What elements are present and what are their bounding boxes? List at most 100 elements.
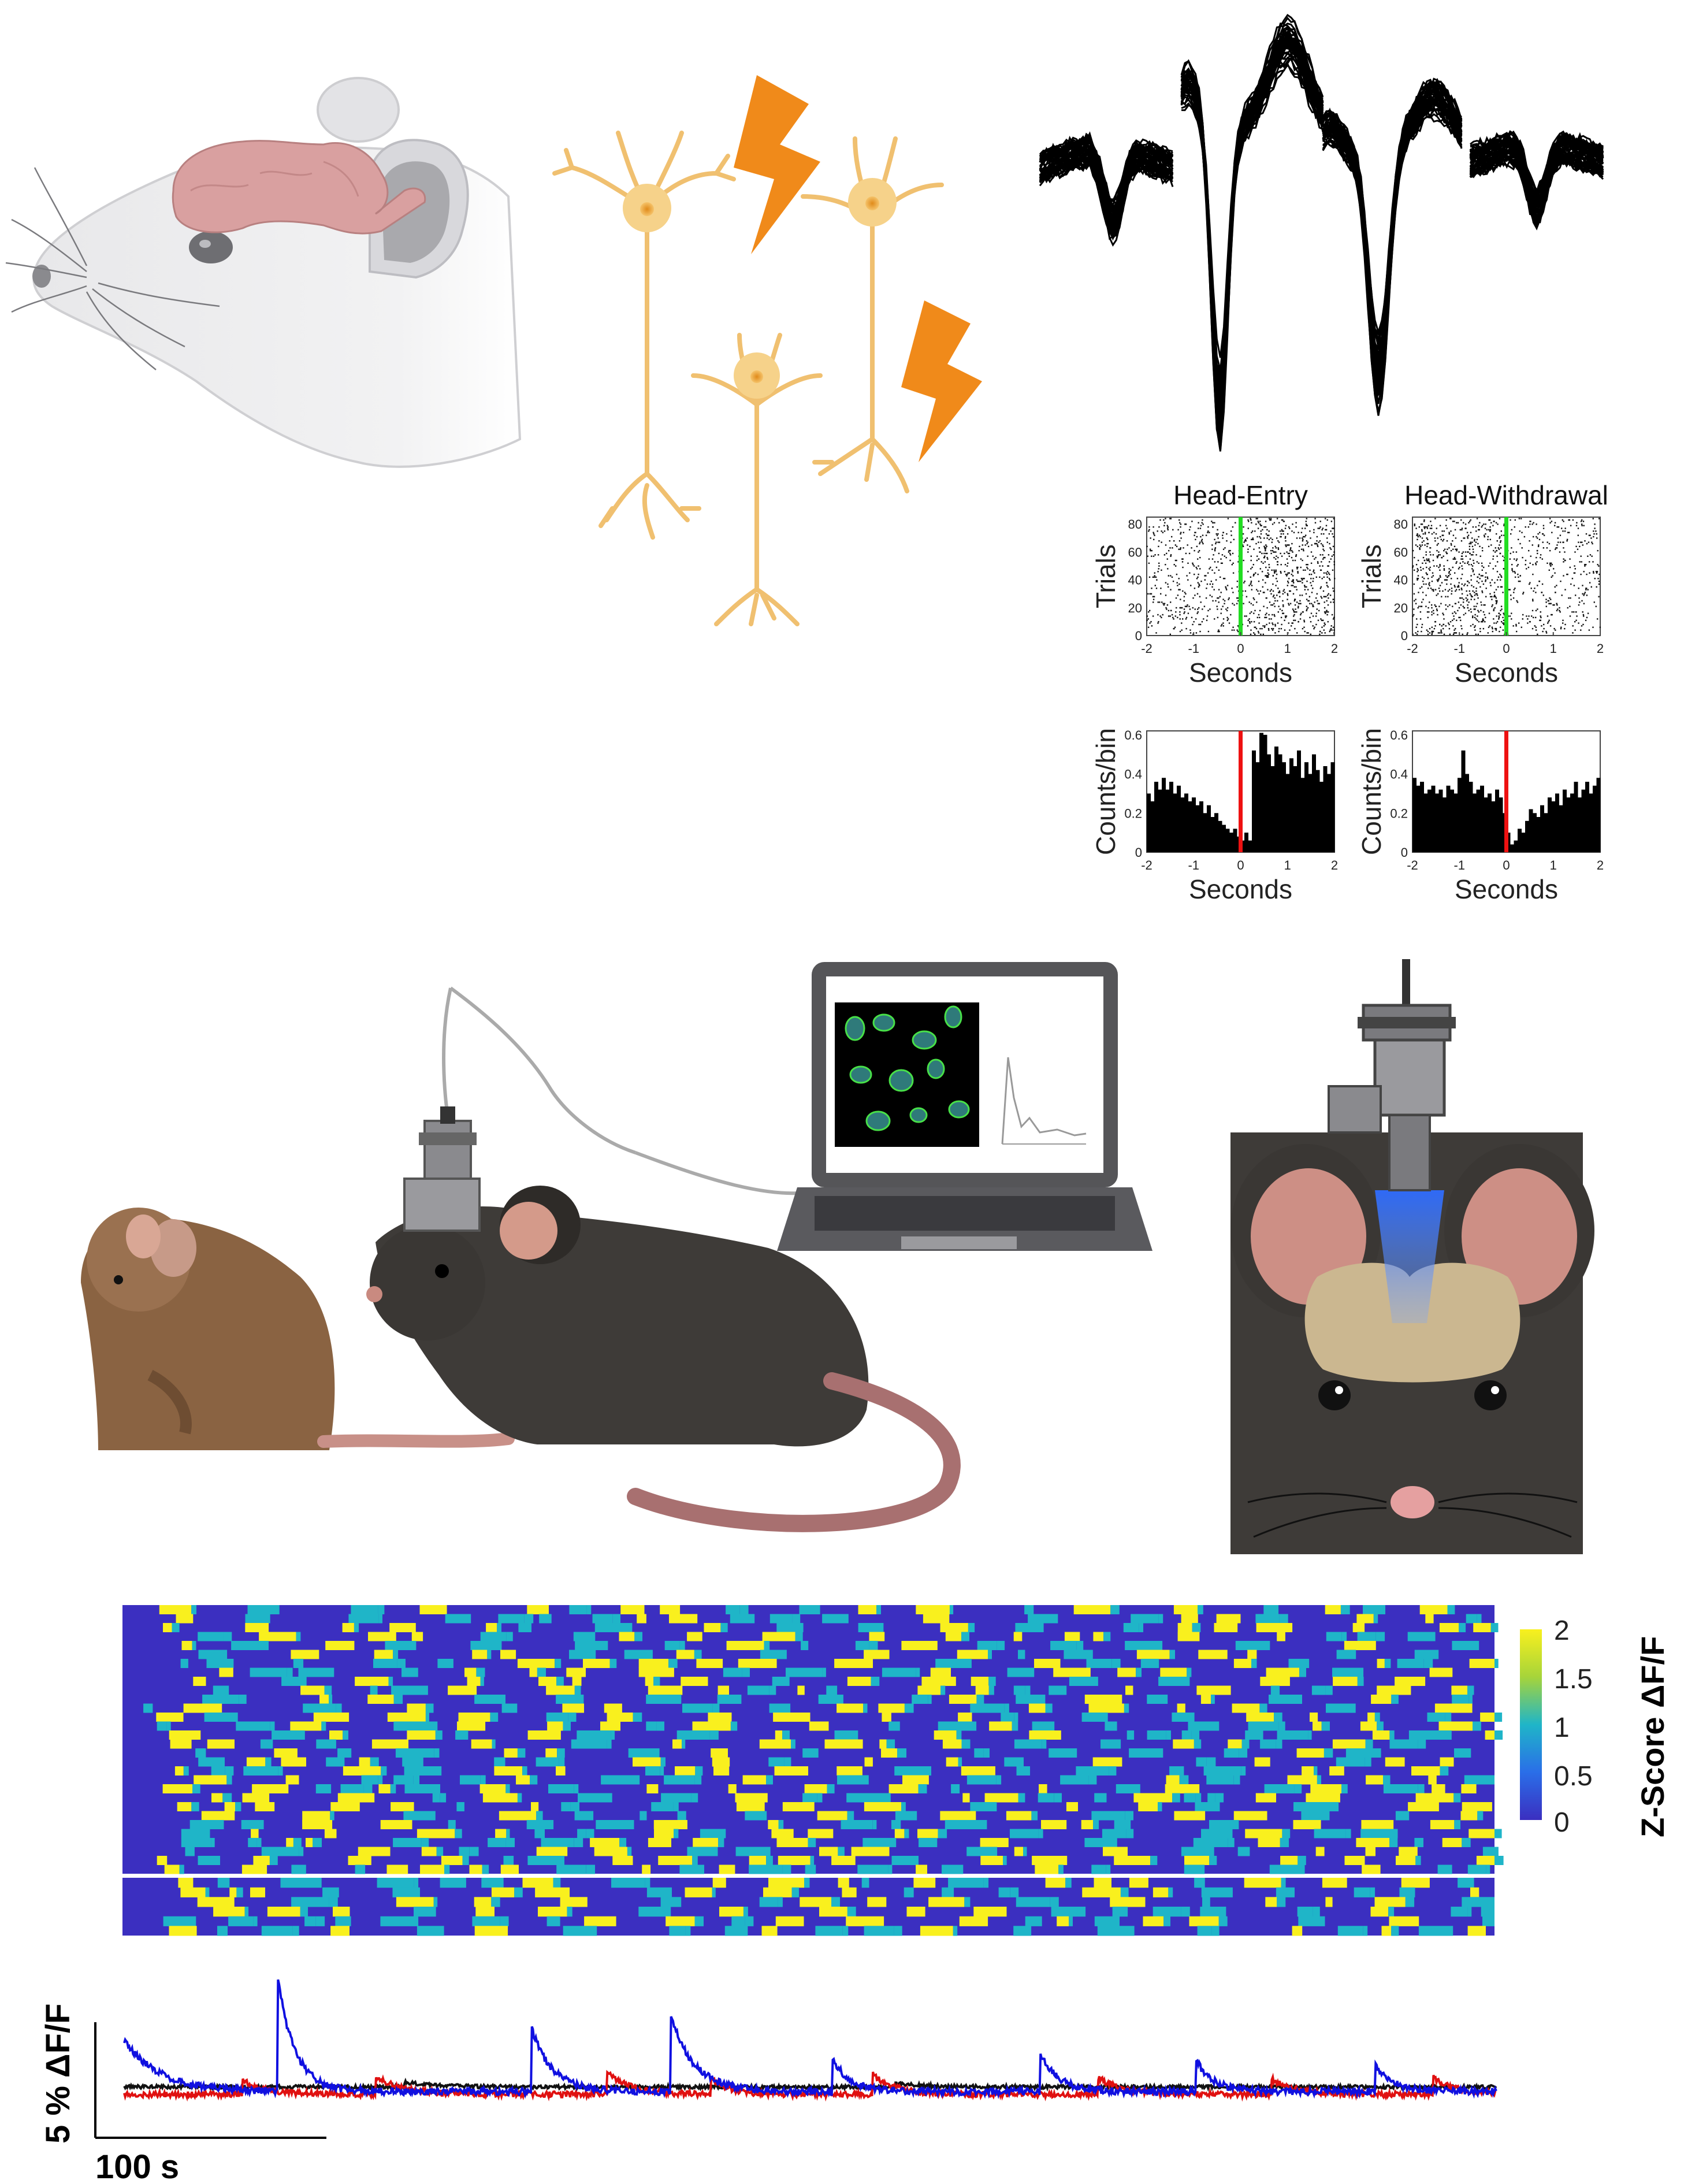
raster-spike bbox=[1531, 523, 1533, 525]
raster-spike bbox=[1575, 525, 1578, 526]
raster-spike bbox=[1259, 616, 1261, 618]
heatmap-cell bbox=[504, 1748, 518, 1758]
heatmap-cell bbox=[1187, 1667, 1192, 1677]
raster-spike bbox=[1415, 564, 1418, 566]
raster-spike bbox=[1195, 632, 1198, 634]
heatmap-cell bbox=[241, 1820, 264, 1829]
raster-spike bbox=[1556, 585, 1557, 586]
heatmap-cell bbox=[462, 1856, 469, 1865]
raster-spike bbox=[1315, 597, 1317, 599]
raster-spike bbox=[1592, 626, 1594, 628]
raster-spike bbox=[1526, 568, 1527, 570]
heatmap-cell bbox=[651, 1802, 674, 1811]
raster-spike bbox=[1278, 630, 1280, 633]
raster-spike bbox=[1211, 586, 1213, 588]
heatmap-cell bbox=[1169, 1766, 1184, 1776]
heatmap-cell bbox=[1427, 1713, 1445, 1722]
raster-spike bbox=[1598, 596, 1600, 597]
raster-spike bbox=[1277, 540, 1279, 542]
heatmap-cell bbox=[745, 1811, 762, 1821]
raster-spike bbox=[1322, 565, 1323, 567]
heatmap-cell bbox=[368, 1632, 396, 1641]
heatmap-cell bbox=[681, 1677, 708, 1686]
raster-spike bbox=[1431, 576, 1433, 578]
heatmap-cell bbox=[395, 1748, 434, 1758]
raster-spike bbox=[1222, 532, 1224, 533]
raster-spike bbox=[1256, 536, 1258, 538]
raster-spike bbox=[1166, 608, 1168, 610]
heatmap-cell bbox=[1460, 1811, 1478, 1821]
raster-spike bbox=[1514, 519, 1516, 521]
raster-spike bbox=[1437, 580, 1439, 582]
raster-spike bbox=[1202, 519, 1203, 521]
heatmap-cell bbox=[411, 1632, 423, 1641]
heatmap-cell bbox=[822, 1667, 826, 1677]
heatmap-cell bbox=[143, 1703, 153, 1713]
raster-spike bbox=[1468, 548, 1471, 550]
raster-spike bbox=[1419, 547, 1421, 549]
raster-spike bbox=[1468, 543, 1470, 545]
raster-spike bbox=[1207, 610, 1209, 611]
heatmap-cell bbox=[913, 1878, 936, 1888]
raster-spike bbox=[1501, 621, 1503, 623]
heatmap-cell bbox=[235, 1802, 241, 1811]
raster-spike bbox=[1595, 530, 1597, 532]
heatmap-cell bbox=[1381, 1926, 1392, 1936]
heatmap-cell bbox=[645, 1878, 650, 1888]
raster-spike bbox=[1164, 522, 1166, 523]
heatmap-cell bbox=[685, 1926, 691, 1936]
histogram-bar bbox=[1420, 782, 1424, 852]
raster-spike bbox=[1479, 627, 1481, 630]
raster-spike bbox=[1178, 578, 1180, 580]
raster-spike bbox=[1576, 522, 1578, 523]
raster-spike bbox=[1298, 532, 1299, 533]
histogram-bar bbox=[1214, 813, 1218, 852]
raster-spike bbox=[1326, 573, 1328, 575]
raster-spike bbox=[1157, 622, 1159, 624]
raster-spike bbox=[1451, 590, 1453, 592]
heatmap-cell bbox=[460, 1775, 481, 1785]
heatmap-cell bbox=[661, 1793, 692, 1803]
raster-spike bbox=[1433, 589, 1434, 590]
raster-spike bbox=[1262, 562, 1264, 564]
histogram-bar bbox=[1581, 789, 1586, 852]
raster-spike bbox=[1474, 616, 1476, 618]
heatmap-cell bbox=[1110, 1605, 1120, 1614]
heatmap-cell bbox=[201, 1811, 235, 1821]
heatmap-cell bbox=[766, 1775, 773, 1785]
raster-spike bbox=[1213, 589, 1215, 590]
heatmap-cell bbox=[1476, 1856, 1494, 1865]
raster-spike bbox=[1498, 615, 1500, 617]
heatmap-cell bbox=[1332, 1739, 1366, 1749]
heatmap-cell bbox=[226, 1775, 232, 1785]
raster-spike bbox=[1478, 529, 1480, 531]
raster-spike bbox=[1587, 555, 1589, 557]
raster-spike bbox=[1573, 611, 1575, 613]
x-tick-label: -2 bbox=[1141, 858, 1153, 872]
raster-spike bbox=[1474, 625, 1476, 627]
heatmap-cell bbox=[1263, 1605, 1272, 1614]
colorbar-ticks: 2 1.5 1 0.5 0 bbox=[1554, 1615, 1593, 1838]
raster-spike bbox=[1266, 616, 1267, 618]
raster-spike bbox=[1429, 551, 1431, 553]
raster-spike bbox=[1158, 545, 1159, 547]
raster-spike bbox=[1314, 601, 1315, 603]
raster-spike bbox=[1583, 525, 1585, 526]
raster-spike bbox=[1292, 523, 1293, 525]
heatmap-cell bbox=[1203, 1766, 1241, 1776]
heatmap-cell bbox=[1323, 1748, 1333, 1758]
raster-spike bbox=[1276, 573, 1278, 575]
heatmap-cell bbox=[1466, 1614, 1477, 1624]
heatmap-cell bbox=[488, 1838, 506, 1847]
heatmap-cell bbox=[495, 1829, 507, 1838]
raster-spike bbox=[1170, 589, 1172, 590]
raster-spike bbox=[1255, 627, 1258, 630]
raster-spike bbox=[1444, 589, 1447, 590]
heatmap-cell bbox=[760, 1650, 787, 1659]
heatmap-cell bbox=[476, 1667, 485, 1677]
heatmap-cell bbox=[251, 1829, 259, 1838]
raster-spike bbox=[1459, 529, 1461, 531]
raster-spike bbox=[1274, 597, 1276, 599]
raster-spike bbox=[1181, 561, 1184, 563]
